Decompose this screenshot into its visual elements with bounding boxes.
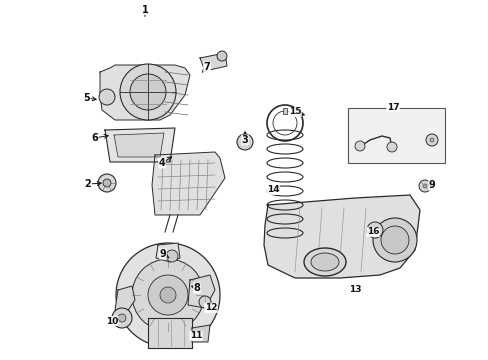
- Circle shape: [354, 141, 364, 151]
- Circle shape: [112, 308, 132, 328]
- Text: 14: 14: [266, 185, 279, 194]
- Circle shape: [103, 179, 111, 187]
- Text: 10: 10: [105, 316, 118, 325]
- Text: 2: 2: [84, 179, 91, 189]
- Polygon shape: [148, 318, 192, 348]
- Circle shape: [386, 142, 396, 152]
- Text: 6: 6: [91, 133, 98, 143]
- Circle shape: [372, 218, 416, 262]
- Text: 9: 9: [159, 249, 166, 259]
- Polygon shape: [156, 243, 180, 262]
- Bar: [283, 108, 286, 114]
- Bar: [251, 98, 454, 282]
- Circle shape: [165, 250, 178, 262]
- Circle shape: [120, 64, 176, 120]
- Text: 8: 8: [193, 283, 200, 293]
- Polygon shape: [152, 152, 224, 215]
- Circle shape: [160, 287, 176, 303]
- Polygon shape: [105, 128, 175, 162]
- Text: 5: 5: [83, 93, 90, 103]
- Text: 13: 13: [348, 285, 361, 294]
- Bar: [347, 108, 444, 163]
- Circle shape: [199, 296, 210, 308]
- Text: 17: 17: [386, 103, 399, 112]
- Circle shape: [116, 243, 220, 347]
- Circle shape: [132, 259, 203, 331]
- Bar: [72, 18, 238, 232]
- Circle shape: [99, 89, 115, 105]
- Polygon shape: [187, 275, 215, 308]
- Circle shape: [237, 134, 252, 150]
- Ellipse shape: [304, 248, 346, 276]
- Polygon shape: [192, 325, 209, 342]
- Text: 11: 11: [189, 332, 202, 341]
- Circle shape: [242, 139, 247, 145]
- Circle shape: [130, 74, 165, 110]
- Circle shape: [98, 174, 116, 192]
- Polygon shape: [114, 133, 163, 157]
- Text: 9: 9: [428, 180, 434, 190]
- Circle shape: [366, 222, 382, 238]
- Polygon shape: [115, 286, 135, 315]
- Text: 1: 1: [142, 5, 148, 15]
- Ellipse shape: [310, 253, 338, 271]
- Text: 16: 16: [366, 228, 379, 237]
- Text: 4: 4: [158, 158, 165, 168]
- Circle shape: [422, 184, 426, 188]
- Circle shape: [418, 180, 430, 192]
- Text: 15: 15: [288, 108, 301, 117]
- Text: 3: 3: [241, 135, 248, 145]
- Circle shape: [429, 138, 433, 142]
- Text: 7: 7: [203, 62, 210, 72]
- Circle shape: [425, 134, 437, 146]
- Polygon shape: [264, 195, 419, 278]
- Polygon shape: [100, 65, 190, 120]
- Polygon shape: [200, 53, 226, 71]
- Circle shape: [148, 275, 187, 315]
- Circle shape: [118, 314, 126, 322]
- Text: 12: 12: [204, 303, 217, 312]
- Circle shape: [380, 226, 408, 254]
- Circle shape: [217, 51, 226, 61]
